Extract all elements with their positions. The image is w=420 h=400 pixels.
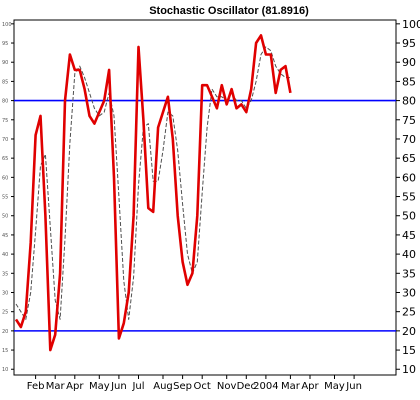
y-tick-label-left: 15	[2, 348, 8, 354]
chart-title: Stochastic Oscillator (81.8916)	[149, 5, 309, 17]
y-tick-label-left: 80	[2, 99, 8, 105]
x-tick-label: Jun	[110, 381, 127, 392]
y-tick-label: 40	[402, 248, 416, 261]
y-tick-label: 80	[402, 95, 416, 108]
y-tick-label: 60	[402, 171, 416, 184]
plot-frame	[13, 19, 397, 376]
y-axis-left: 10 15 20 25 30 35 40 45 50 55 60 65 70 75 80 85 90 95 100	[2, 22, 14, 373]
series-lines	[14, 34, 292, 352]
y-axis-right: 10 15 20 25 30 35 40 45 50 55 60 65 70 75 80 85 90 95 100	[396, 18, 420, 376]
y-tick-label: 55	[402, 191, 416, 204]
x-tick-label: Aug	[153, 381, 173, 392]
x-tick-label: Mar	[281, 381, 301, 392]
x-tick-label: Jul	[131, 381, 144, 392]
y-tick-label: 65	[402, 152, 416, 165]
y-tick-label-left: 10	[2, 367, 8, 373]
y-tick-label: 95	[402, 37, 416, 50]
x-tick-label: Nov	[217, 381, 237, 392]
x-tick-label: Feb	[27, 381, 45, 392]
y-tick-label: 10	[402, 363, 416, 376]
y-tick-label: 50	[402, 210, 416, 223]
k-line-series	[14, 34, 292, 352]
x-tick-label: Sep	[173, 381, 192, 392]
x-tick-label: Mar	[46, 381, 66, 392]
x-tick-label: Apr	[66, 381, 84, 392]
x-tick-label: Dec	[237, 381, 256, 392]
y-tick-label-left: 70	[2, 137, 8, 143]
y-tick-label: 30	[402, 286, 416, 299]
y-tick-label-left: 55	[2, 195, 8, 201]
y-tick-label: 100	[402, 18, 420, 31]
y-tick-label-left: 75	[2, 118, 8, 124]
y-tick-label: 15	[402, 344, 416, 357]
y-tick-label: 45	[402, 229, 416, 242]
y-tick-label-left: 35	[2, 271, 8, 277]
y-tick-label-left: 90	[2, 60, 8, 66]
x-tick-label: Apr	[301, 381, 319, 392]
y-tick-label-left: 30	[2, 290, 8, 296]
reference-lines	[14, 99, 396, 332]
y-tick-label: 85	[402, 75, 416, 88]
y-tick-label-left: 50	[2, 214, 8, 220]
y-tick-label-left: 95	[2, 41, 8, 47]
y-tick-label-left: 20	[2, 329, 8, 335]
y-tick-label-left: 85	[2, 79, 8, 85]
x-tick-label: May	[324, 381, 345, 392]
y-tick-label-left: 65	[2, 156, 8, 162]
x-tick-label: 2004	[253, 381, 278, 392]
x-tick-label: May	[89, 381, 110, 392]
x-tick-label: Jun	[345, 381, 362, 392]
y-tick-label: 70	[402, 133, 416, 146]
y-tick-label-left: 100	[2, 22, 12, 28]
y-tick-label-left: 60	[2, 175, 8, 181]
x-tick-label: Oct	[194, 381, 211, 392]
y-tick-label: 25	[402, 306, 416, 319]
y-tick-label: 20	[402, 325, 416, 338]
y-tick-label: 35	[402, 267, 416, 280]
y-tick-label-left: 45	[2, 233, 8, 239]
y-tick-label: 90	[402, 56, 416, 69]
y-tick-label: 75	[402, 114, 416, 127]
d-line-series	[15, 46, 291, 320]
y-tick-label-left: 40	[2, 252, 8, 258]
y-tick-label-left: 25	[2, 310, 8, 316]
